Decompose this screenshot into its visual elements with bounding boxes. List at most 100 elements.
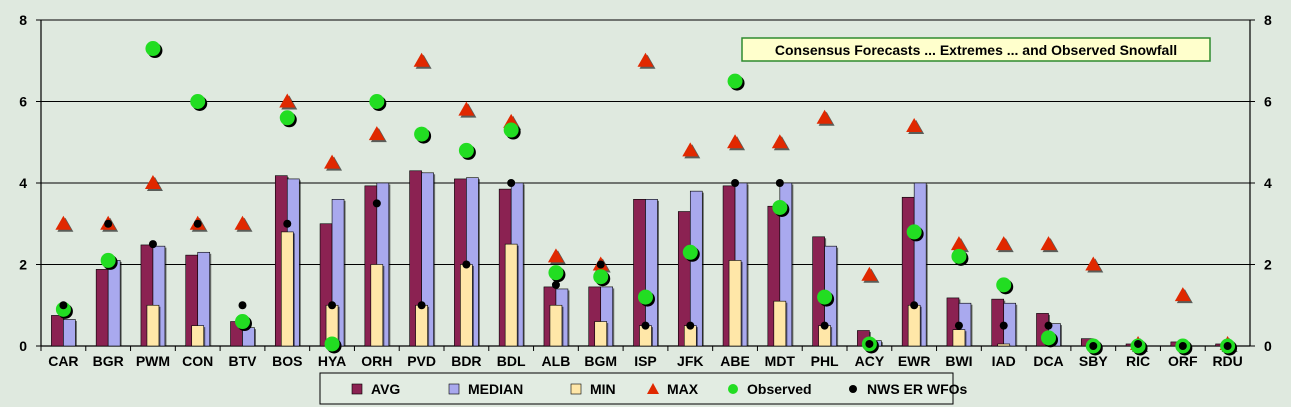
max-marker (637, 52, 654, 67)
x-tick-label: ALB (542, 353, 571, 369)
legend-swatch (448, 383, 460, 395)
observed-marker (548, 265, 564, 281)
nws-marker (641, 321, 650, 330)
observed-marker (145, 41, 161, 57)
nws-marker (238, 301, 247, 310)
legend: AVG MEDIAN MIN MAX Observed NWS ER WFOs (319, 372, 968, 405)
x-tick-label: BDR (451, 353, 481, 369)
legend-label: NWS ER WFOs (867, 381, 968, 397)
max-marker (727, 134, 744, 149)
x-tick-label: RIC (1126, 353, 1150, 369)
x-tick-label: CON (182, 353, 213, 369)
nws-marker (1178, 342, 1187, 350)
x-tick-label: BTV (229, 353, 258, 369)
observed-marker (1041, 330, 1056, 346)
legend-label: MIN (590, 381, 616, 397)
x-tick-label: RDU (1212, 353, 1242, 369)
max-marker (458, 101, 475, 116)
bar-min (370, 264, 384, 347)
y-tick-label-left: 0 (19, 338, 27, 354)
x-tick-label: BGM (584, 353, 617, 369)
y-tick-label-left: 8 (19, 12, 27, 28)
y-tick-label-right: 8 (1264, 12, 1272, 28)
observed-marker (100, 252, 116, 268)
nws-marker (999, 321, 1008, 330)
observed-marker (324, 336, 340, 352)
nws-marker (507, 179, 516, 187)
max-marker (995, 236, 1012, 251)
observed-marker (638, 289, 653, 305)
observed-marker (682, 244, 698, 260)
max-marker (234, 215, 251, 230)
x-tick-label: SBY (1079, 353, 1108, 369)
nws-marker (193, 219, 202, 228)
max-marker (906, 117, 923, 132)
x-tick-label: BGR (93, 353, 124, 369)
observed-marker (593, 269, 609, 285)
observed-marker (369, 94, 385, 109)
max-marker (1085, 256, 1102, 271)
observed-marker (817, 289, 833, 305)
x-tick-label: PVD (407, 353, 436, 369)
bar-median (107, 260, 121, 347)
x-tick-label: BDL (497, 353, 526, 369)
legend-swatch (570, 383, 582, 395)
nws-marker (686, 321, 695, 330)
bar-min (191, 325, 205, 347)
bar-min (773, 300, 787, 347)
nws-marker (731, 179, 740, 187)
nws-marker (820, 321, 829, 330)
observed-marker (503, 122, 519, 138)
nws-marker (283, 219, 292, 228)
marker-series (55, 41, 1238, 356)
nws-marker (372, 199, 381, 208)
max-marker (413, 52, 430, 67)
legend-label: MEDIAN (468, 381, 523, 397)
x-tick-label: ORF (1168, 353, 1198, 369)
y-tick-label-right: 0 (1264, 338, 1272, 354)
observed-marker (727, 73, 743, 89)
max-marker (682, 142, 699, 157)
y-tick-label-right: 6 (1264, 94, 1272, 110)
bar-avg (51, 315, 64, 347)
observed-marker (906, 224, 922, 240)
observed-marker (190, 94, 206, 109)
max-marker (816, 109, 833, 124)
nws-marker (954, 321, 963, 330)
legend-swatch (351, 383, 363, 395)
nws-marker (865, 339, 874, 348)
nws-marker (775, 179, 784, 187)
x-tick-label: DCA (1033, 353, 1063, 369)
x-tick-label: ABE (720, 353, 750, 369)
x-tick-label: JFK (677, 353, 703, 369)
bar-min (415, 304, 428, 347)
max-marker (324, 154, 341, 169)
nws-marker (148, 240, 157, 249)
chart-title: Consensus Forecasts ... Extremes ... and… (775, 42, 1177, 58)
nws-marker (1089, 342, 1098, 350)
max-marker (279, 93, 296, 108)
observed-marker (235, 314, 250, 330)
bar-min (549, 304, 563, 347)
x-tick-label: IAD (992, 353, 1016, 369)
max-marker (950, 236, 967, 251)
nws-marker (1044, 321, 1053, 330)
bar-min (280, 231, 294, 347)
nws-marker (910, 301, 919, 310)
observed-marker (996, 277, 1012, 293)
title-frame (741, 37, 1211, 62)
x-tick-label: BOS (272, 353, 302, 369)
bar-min (460, 264, 473, 347)
bar-median (63, 319, 76, 347)
legend-swatch (728, 384, 738, 394)
legend-swatch (647, 383, 659, 394)
max-marker (547, 248, 564, 263)
x-tick-label: ACY (855, 353, 885, 369)
bar-min (728, 260, 742, 347)
nws-marker (104, 219, 113, 228)
legend-swatch (849, 385, 857, 393)
x-tick-label: HYA (318, 353, 346, 369)
observed-marker (279, 110, 295, 126)
bar-min (907, 304, 921, 347)
